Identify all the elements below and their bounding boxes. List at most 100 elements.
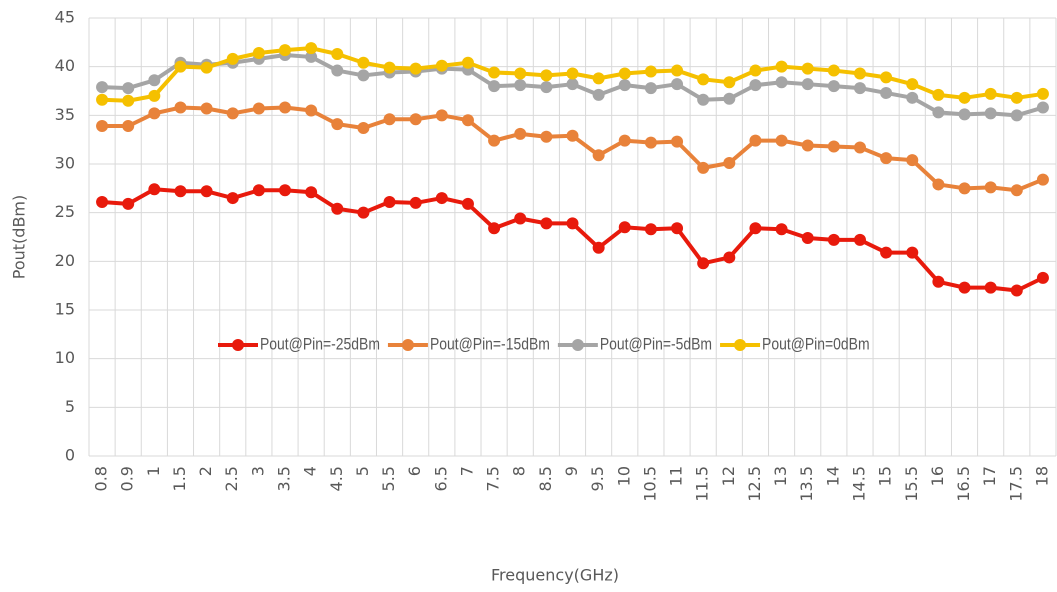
x-tick-label: 13.5 [797, 466, 816, 502]
data-point [880, 152, 893, 165]
data-point [671, 222, 684, 235]
x-tick-label: 8.5 [536, 466, 555, 491]
legend-label: Pout@Pin=0dBm [762, 334, 870, 353]
y-tick-label: 40 [55, 56, 75, 75]
data-point [148, 107, 161, 120]
data-point [279, 101, 292, 114]
data-point [827, 233, 840, 246]
legend-marker [401, 339, 414, 351]
data-point [357, 56, 370, 69]
x-tick-label: 14.5 [849, 466, 868, 502]
data-point [775, 60, 788, 73]
data-point [775, 223, 788, 236]
data-point [1010, 284, 1023, 297]
legend-label: Pout@Pin=-25dBm [260, 334, 380, 353]
x-tick-label: 3.5 [275, 466, 294, 491]
data-point [671, 64, 684, 77]
x-tick-label: 4.5 [327, 466, 346, 491]
x-tick-label: 18 [1032, 466, 1051, 486]
data-point [644, 82, 657, 95]
data-point [644, 136, 657, 149]
data-point [200, 102, 213, 115]
data-point [618, 67, 631, 80]
data-point [801, 62, 814, 75]
data-point [671, 135, 684, 148]
data-point [697, 93, 710, 106]
data-point [435, 109, 448, 122]
x-tick-label: 11.5 [693, 466, 712, 502]
data-point [96, 81, 109, 94]
x-tick-label: 16.5 [954, 466, 973, 502]
x-tick-label: 13 [771, 466, 790, 486]
x-tick-label: 1 [144, 466, 163, 476]
x-tick-label: 16 [928, 466, 947, 486]
data-point [932, 88, 945, 101]
y-tick-label: 35 [55, 105, 75, 124]
data-point [644, 65, 657, 78]
x-tick-label: 8 [510, 466, 529, 476]
data-point [723, 157, 736, 170]
data-point [488, 66, 501, 79]
data-point [174, 101, 187, 114]
x-tick-label: 4 [301, 466, 320, 476]
x-tick-label: 2 [196, 466, 215, 476]
data-point [122, 82, 135, 95]
x-tick-label: 15 [876, 466, 895, 486]
data-point [958, 91, 971, 104]
data-point [880, 71, 893, 84]
legend-marker [571, 339, 584, 351]
data-point [488, 134, 501, 147]
data-point [566, 217, 579, 230]
data-point [827, 64, 840, 77]
x-tick-label: 9 [562, 466, 581, 476]
data-point [252, 102, 265, 115]
data-point [1036, 271, 1049, 284]
data-point [279, 184, 292, 197]
data-point [932, 106, 945, 119]
x-tick-label: 6.5 [431, 466, 450, 491]
y-tick-label: 20 [55, 251, 75, 270]
data-point [775, 134, 788, 147]
data-point [252, 47, 265, 60]
y-tick-label: 10 [55, 348, 75, 367]
series-line [102, 105, 1044, 193]
data-point [1010, 109, 1023, 122]
y-tick-label: 30 [55, 154, 75, 173]
y-tick-label: 15 [55, 300, 75, 319]
data-point [906, 246, 919, 259]
data-point [880, 246, 893, 259]
data-point [122, 94, 135, 107]
data-point [435, 59, 448, 72]
x-axis-title: Frequency(GHz) [491, 566, 619, 585]
x-tick-label: 12 [719, 466, 738, 486]
data-point [906, 154, 919, 167]
y-axis-title: Pout(dBm) [10, 195, 29, 279]
data-point [801, 78, 814, 91]
data-point [488, 222, 501, 235]
data-point [540, 130, 553, 143]
x-tick-label: 14 [823, 466, 842, 486]
data-point [148, 74, 161, 87]
data-point [749, 222, 762, 235]
data-point [383, 61, 396, 74]
data-point [618, 221, 631, 234]
data-point [383, 113, 396, 126]
data-point [566, 78, 579, 91]
data-point [226, 192, 239, 205]
x-tick-label: 0.9 [118, 466, 137, 491]
data-point [96, 93, 109, 106]
x-tick-label: 3 [248, 466, 267, 476]
x-tick-label: 7 [457, 466, 476, 476]
data-point [252, 184, 265, 197]
x-tick-label: 10.5 [640, 466, 659, 502]
data-point [984, 107, 997, 120]
data-point [435, 192, 448, 205]
data-point [932, 275, 945, 288]
data-point [200, 61, 213, 74]
legend-marker [734, 339, 747, 351]
x-tick-label: 1.5 [170, 466, 189, 491]
data-point [357, 69, 370, 82]
data-point [1036, 87, 1049, 100]
data-point [357, 121, 370, 134]
x-tick-label: 11 [667, 466, 686, 486]
